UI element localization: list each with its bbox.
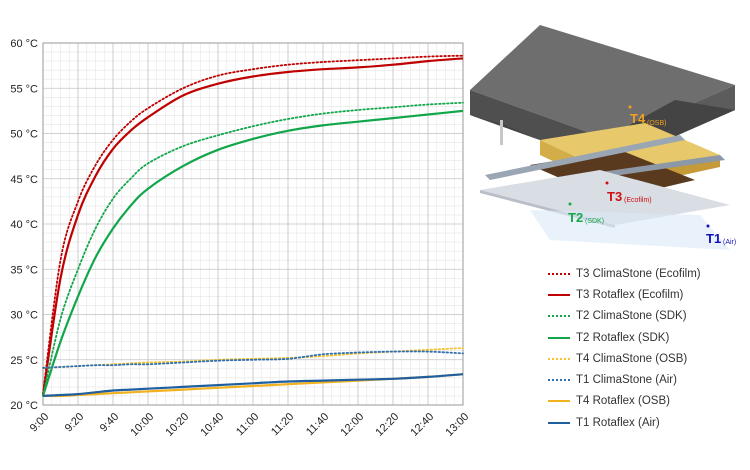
x-tick-label: 10:40 — [198, 411, 226, 439]
x-tick-label: 9:00 — [28, 411, 52, 435]
y-tick-label: 25 °C — [10, 355, 38, 367]
marker-t4-sub: (OSB) — [647, 120, 666, 127]
air-zone — [530, 210, 730, 250]
y-tick-label: 40 °C — [10, 219, 38, 231]
x-tick-label: 9:40 — [98, 411, 122, 435]
legend-swatch — [548, 379, 570, 382]
marker-t2: T2 (SDK) — [568, 202, 604, 225]
y-tick-label: 50 °C — [10, 129, 38, 141]
legend-item: T2 ClimaStone (SDK) — [548, 306, 748, 327]
legend-item: T3 Rotaflex (Ecofilm) — [548, 284, 748, 305]
ceiling-panel-illustration: T4 (OSB) T3 (Ecofilm) T2 (SDK) T1 (Air) — [470, 25, 736, 250]
legend-item: T4 Rotaflex (OSB) — [548, 391, 748, 412]
marker-t4-label: T4 — [630, 111, 646, 126]
legend-swatch — [548, 293, 570, 296]
legend-label: T2 Rotaflex (SDK) — [576, 331, 670, 344]
marker-t2-label: T2 — [568, 210, 583, 225]
legend-label: T3 ClimaStone (Ecofilm) — [576, 267, 701, 280]
gypsum-board — [480, 170, 730, 225]
x-tick-label: 12:20 — [373, 411, 401, 439]
legend-label: T2 ClimaStone (SDK) — [576, 310, 687, 323]
x-axis-ticks: 9:00 9:20 9:40 10:00 10:20 10:40 11:00 11:20 11:… — [28, 411, 470, 439]
series-line-t2-rotaflex-sdk — [41, 109, 464, 397]
legend-item: T3 ClimaStone (Ecofilm) — [548, 263, 748, 284]
legend-item: T2 Rotaflex (SDK) — [548, 327, 748, 348]
marker-t3-sub: (Ecofilm) — [624, 197, 652, 204]
x-tick-label: 12:40 — [408, 411, 436, 439]
x-tick-label: 10:20 — [163, 411, 191, 439]
marker-t1-sub: (Air) — [723, 239, 736, 246]
y-axis-ticks: 20 °C 25 °C 30 °C 35 °C 40 °C 45 °C 50 °C 55 °C… — [10, 38, 38, 412]
y-tick-label: 60 °C — [10, 38, 38, 50]
x-tick-label: 13:00 — [443, 411, 470, 439]
legend-swatch — [548, 400, 570, 403]
x-tick-label: 11:40 — [304, 411, 331, 438]
legend-swatch — [548, 336, 570, 339]
series-line-t1-rotaflex-air — [42, 373, 464, 397]
legend-label: T1 ClimaStone (Air) — [576, 374, 677, 387]
legend-label: T4 Rotaflex (OSB) — [576, 395, 670, 408]
x-tick-label: 10:00 — [128, 411, 156, 439]
series-line-t3-climastone-ecofilm — [42, 54, 464, 395]
y-tick-label: 30 °C — [10, 310, 38, 322]
y-tick-label: 35 °C — [10, 264, 38, 276]
legend-swatch — [548, 421, 570, 424]
x-tick-label: 11:00 — [234, 411, 261, 438]
series-line-t1-climastone-air — [42, 350, 464, 369]
y-tick-label: 55 °C — [10, 83, 38, 95]
series-line-t2-climastone-sdk — [42, 101, 464, 397]
legend-label: T3 Rotaflex (Ecofilm) — [576, 288, 684, 301]
hanger-rod — [500, 120, 503, 145]
concrete-slab-underside — [470, 100, 735, 165]
x-tick-label: 12:00 — [338, 411, 366, 439]
marker-t2-sub: (SDK) — [585, 218, 604, 225]
marker-t4: T4 (OSB) — [628, 105, 666, 127]
marker-t1-label: T1 — [706, 231, 721, 246]
marker-t3-label: T3 — [607, 189, 622, 204]
legend-swatch — [548, 315, 570, 318]
marker-t3: T3 (Ecofilm) — [605, 181, 652, 204]
chart-legend: T3 ClimaStone (Ecofilm) T3 Rotaflex (Ecof… — [548, 263, 748, 433]
legend-label: T1 Rotaflex (Air) — [576, 416, 660, 429]
legend-swatch — [548, 272, 570, 275]
legend-item: T1 ClimaStone (Air) — [548, 369, 748, 390]
legend-item: T1 Rotaflex (Air) — [548, 412, 748, 433]
plot-border — [42, 42, 464, 406]
legend-label: T4 ClimaStone (OSB) — [576, 352, 688, 365]
metal-profile-1 — [485, 135, 685, 180]
series-line-t3-rotaflex-ecofilm — [41, 57, 464, 397]
series-layer — [41, 54, 464, 398]
x-tick-label: 9:20 — [63, 411, 87, 435]
x-tick-label: 11:20 — [269, 411, 296, 438]
legend-swatch — [548, 357, 570, 360]
marker-t1: T1 (Air) — [706, 224, 736, 246]
temperature-chart: 20 °C 25 °C 30 °C 35 °C 40 °C 45 °C 50 °C 55 °C… — [10, 38, 470, 439]
y-tick-label: 45 °C — [10, 174, 38, 186]
legend-item: T4 ClimaStone (OSB) — [548, 348, 748, 369]
y-tick-label: 20 °C — [10, 400, 38, 412]
